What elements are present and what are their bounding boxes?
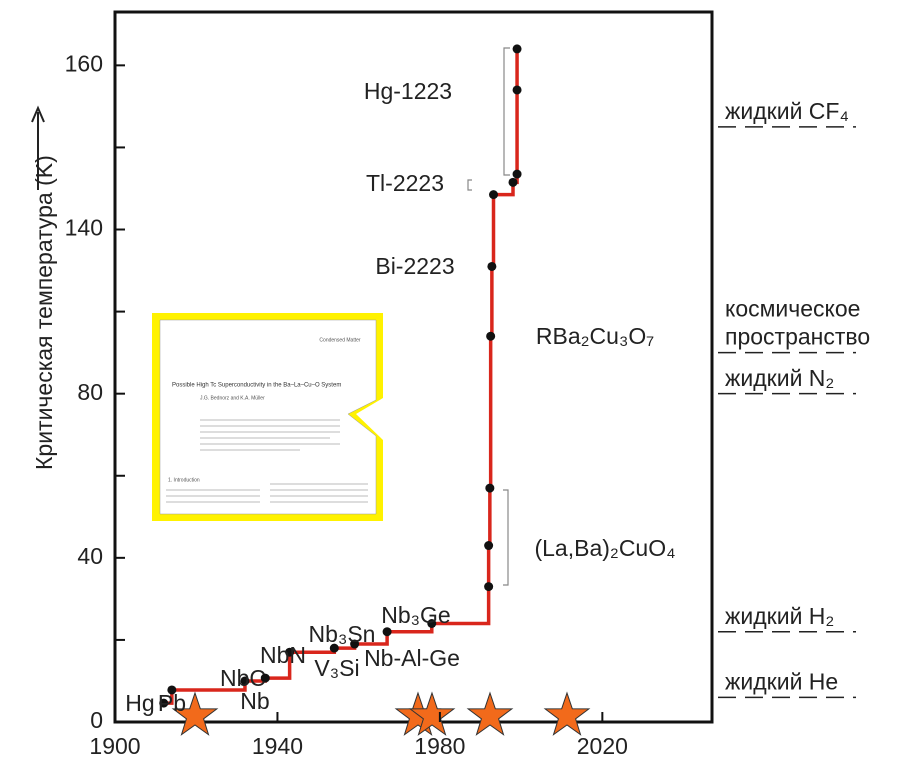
step-line (492, 195, 494, 267)
point-annotation: Bi-2223 (375, 253, 454, 279)
inset-paper: Condensed Matter Possible High Tc Superc… (152, 313, 383, 521)
star (468, 693, 512, 735)
point-annotation: Nb-Al-Ge (364, 645, 460, 671)
x-tick-label: 1900 (89, 733, 140, 759)
data-point (509, 178, 518, 187)
data-point (484, 582, 493, 591)
x-tick-label: 1940 (252, 733, 303, 759)
y-tick-label: 0 (90, 707, 103, 733)
y-tick-label: 40 (77, 543, 103, 569)
step-line (491, 266, 492, 336)
chart: Критическая температура (K) Condensed Ma… (0, 0, 914, 765)
reference-label: пространство (725, 324, 870, 350)
point-annotation: Pb (158, 690, 186, 716)
x-tick-label: 2020 (577, 733, 628, 759)
data-point (489, 190, 498, 199)
point-annotation: Nb₃Sn (309, 621, 376, 647)
step-line (490, 336, 491, 488)
y-tick-label: 80 (77, 379, 103, 405)
reference-label: жидкий H₂ (725, 603, 834, 629)
step-line (489, 488, 490, 545)
inset-title: Possible High Tc Superconductivity in th… (172, 383, 341, 389)
x-tick-label: 1980 (414, 733, 465, 759)
y-axis-label: Критическая температура (K) (31, 155, 57, 470)
point-annotation: RBa₂Cu₃O₇ (536, 323, 654, 349)
reference-label: космическое (725, 296, 860, 322)
data-point (484, 541, 493, 550)
stars (173, 693, 589, 735)
point-annotation: Nb (240, 688, 269, 714)
inset-authors: J.G. Bednorz and K.A. Müller (200, 395, 265, 401)
inset-journal: Condensed Matter (319, 337, 360, 343)
data-point (513, 170, 522, 179)
point-annotation: Tl-2223 (366, 170, 444, 196)
data-point (513, 44, 522, 53)
reference-label: жидкий He (725, 668, 838, 694)
data-point (486, 332, 495, 341)
data-point (487, 262, 496, 271)
data-point (485, 484, 494, 493)
point-annotation: NbC (220, 665, 266, 691)
data-point (383, 627, 392, 636)
inset-page (160, 320, 376, 514)
point-annotation: V₃Si (314, 655, 359, 681)
point-annotation: Nb₃Ge (381, 602, 450, 628)
reference-label: жидкий CF₄ (725, 98, 849, 124)
y-tick-label: 160 (65, 50, 103, 76)
inset-section: 1. Introduction (168, 477, 200, 483)
point-annotation: Hg (125, 690, 154, 716)
star (545, 693, 589, 735)
y-tick-label: 140 (65, 215, 103, 241)
point-annotation: NbN (260, 642, 306, 668)
point-annotation: Hg-1223 (364, 78, 452, 104)
data-point (513, 85, 522, 94)
reference-label: жидкий N₂ (725, 365, 834, 391)
point-annotation: (La,Ba)₂CuO₄ (534, 535, 675, 561)
